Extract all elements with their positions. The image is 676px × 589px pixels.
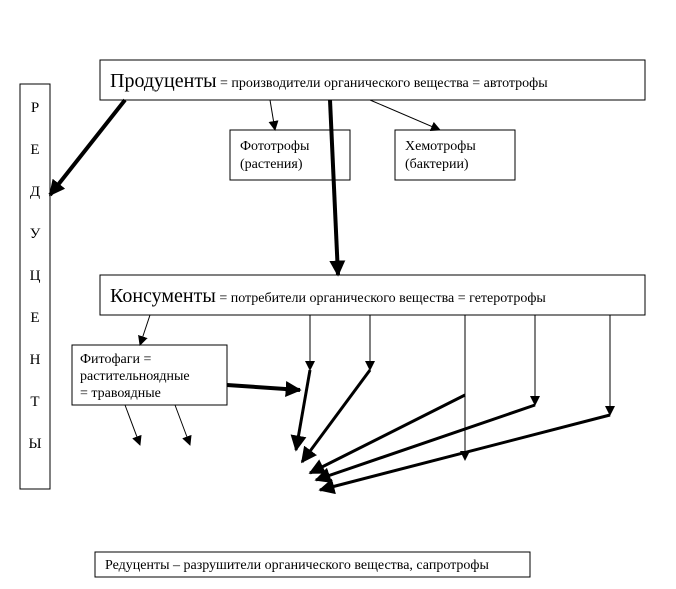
arrow-conv-3 bbox=[310, 395, 465, 473]
sidebar-char-1: Е bbox=[30, 142, 39, 158]
sidebar-char-0: Р bbox=[31, 100, 39, 116]
sidebar-char-7: Т bbox=[30, 394, 39, 410]
phytophage-l3: = травоядные bbox=[80, 386, 161, 401]
arrow-conv-1 bbox=[296, 370, 310, 450]
arrow-cons-to-phyto bbox=[140, 315, 150, 345]
arrow-prod-to-side bbox=[50, 100, 125, 195]
reducers-label: Редуценты – разрушители органического ве… bbox=[105, 558, 490, 573]
sidebar-char-6: Н bbox=[30, 352, 41, 368]
sidebar-char-5: Е bbox=[30, 310, 39, 326]
sidebar-char-4: Ц bbox=[30, 268, 41, 284]
phototroph-l2: (растения) bbox=[240, 157, 303, 172]
chemotroph-l1: Хемотрофы bbox=[405, 139, 476, 154]
arrow-prod-to-photo bbox=[270, 100, 275, 130]
chemotroph-box bbox=[395, 130, 515, 180]
arrow-prod-to-cons bbox=[330, 100, 338, 275]
phytophage-l1: Фитофаги = bbox=[80, 352, 152, 367]
arrow-prod-to-chemo bbox=[370, 100, 440, 130]
arrow-phyto-to-right bbox=[227, 385, 300, 390]
sidebar-char-8: Ы bbox=[28, 436, 41, 452]
arrow-phyto-down-1 bbox=[125, 405, 140, 445]
arrow-phyto-down-2 bbox=[175, 405, 190, 445]
sidebar-char-3: У bbox=[30, 226, 41, 242]
phytophage-l2: растительноядные bbox=[80, 369, 190, 384]
sidebar-char-2: Д bbox=[30, 184, 40, 200]
chemotroph-l2: (бактерии) bbox=[405, 157, 469, 172]
phototroph-l1: Фототрофы bbox=[240, 139, 310, 154]
